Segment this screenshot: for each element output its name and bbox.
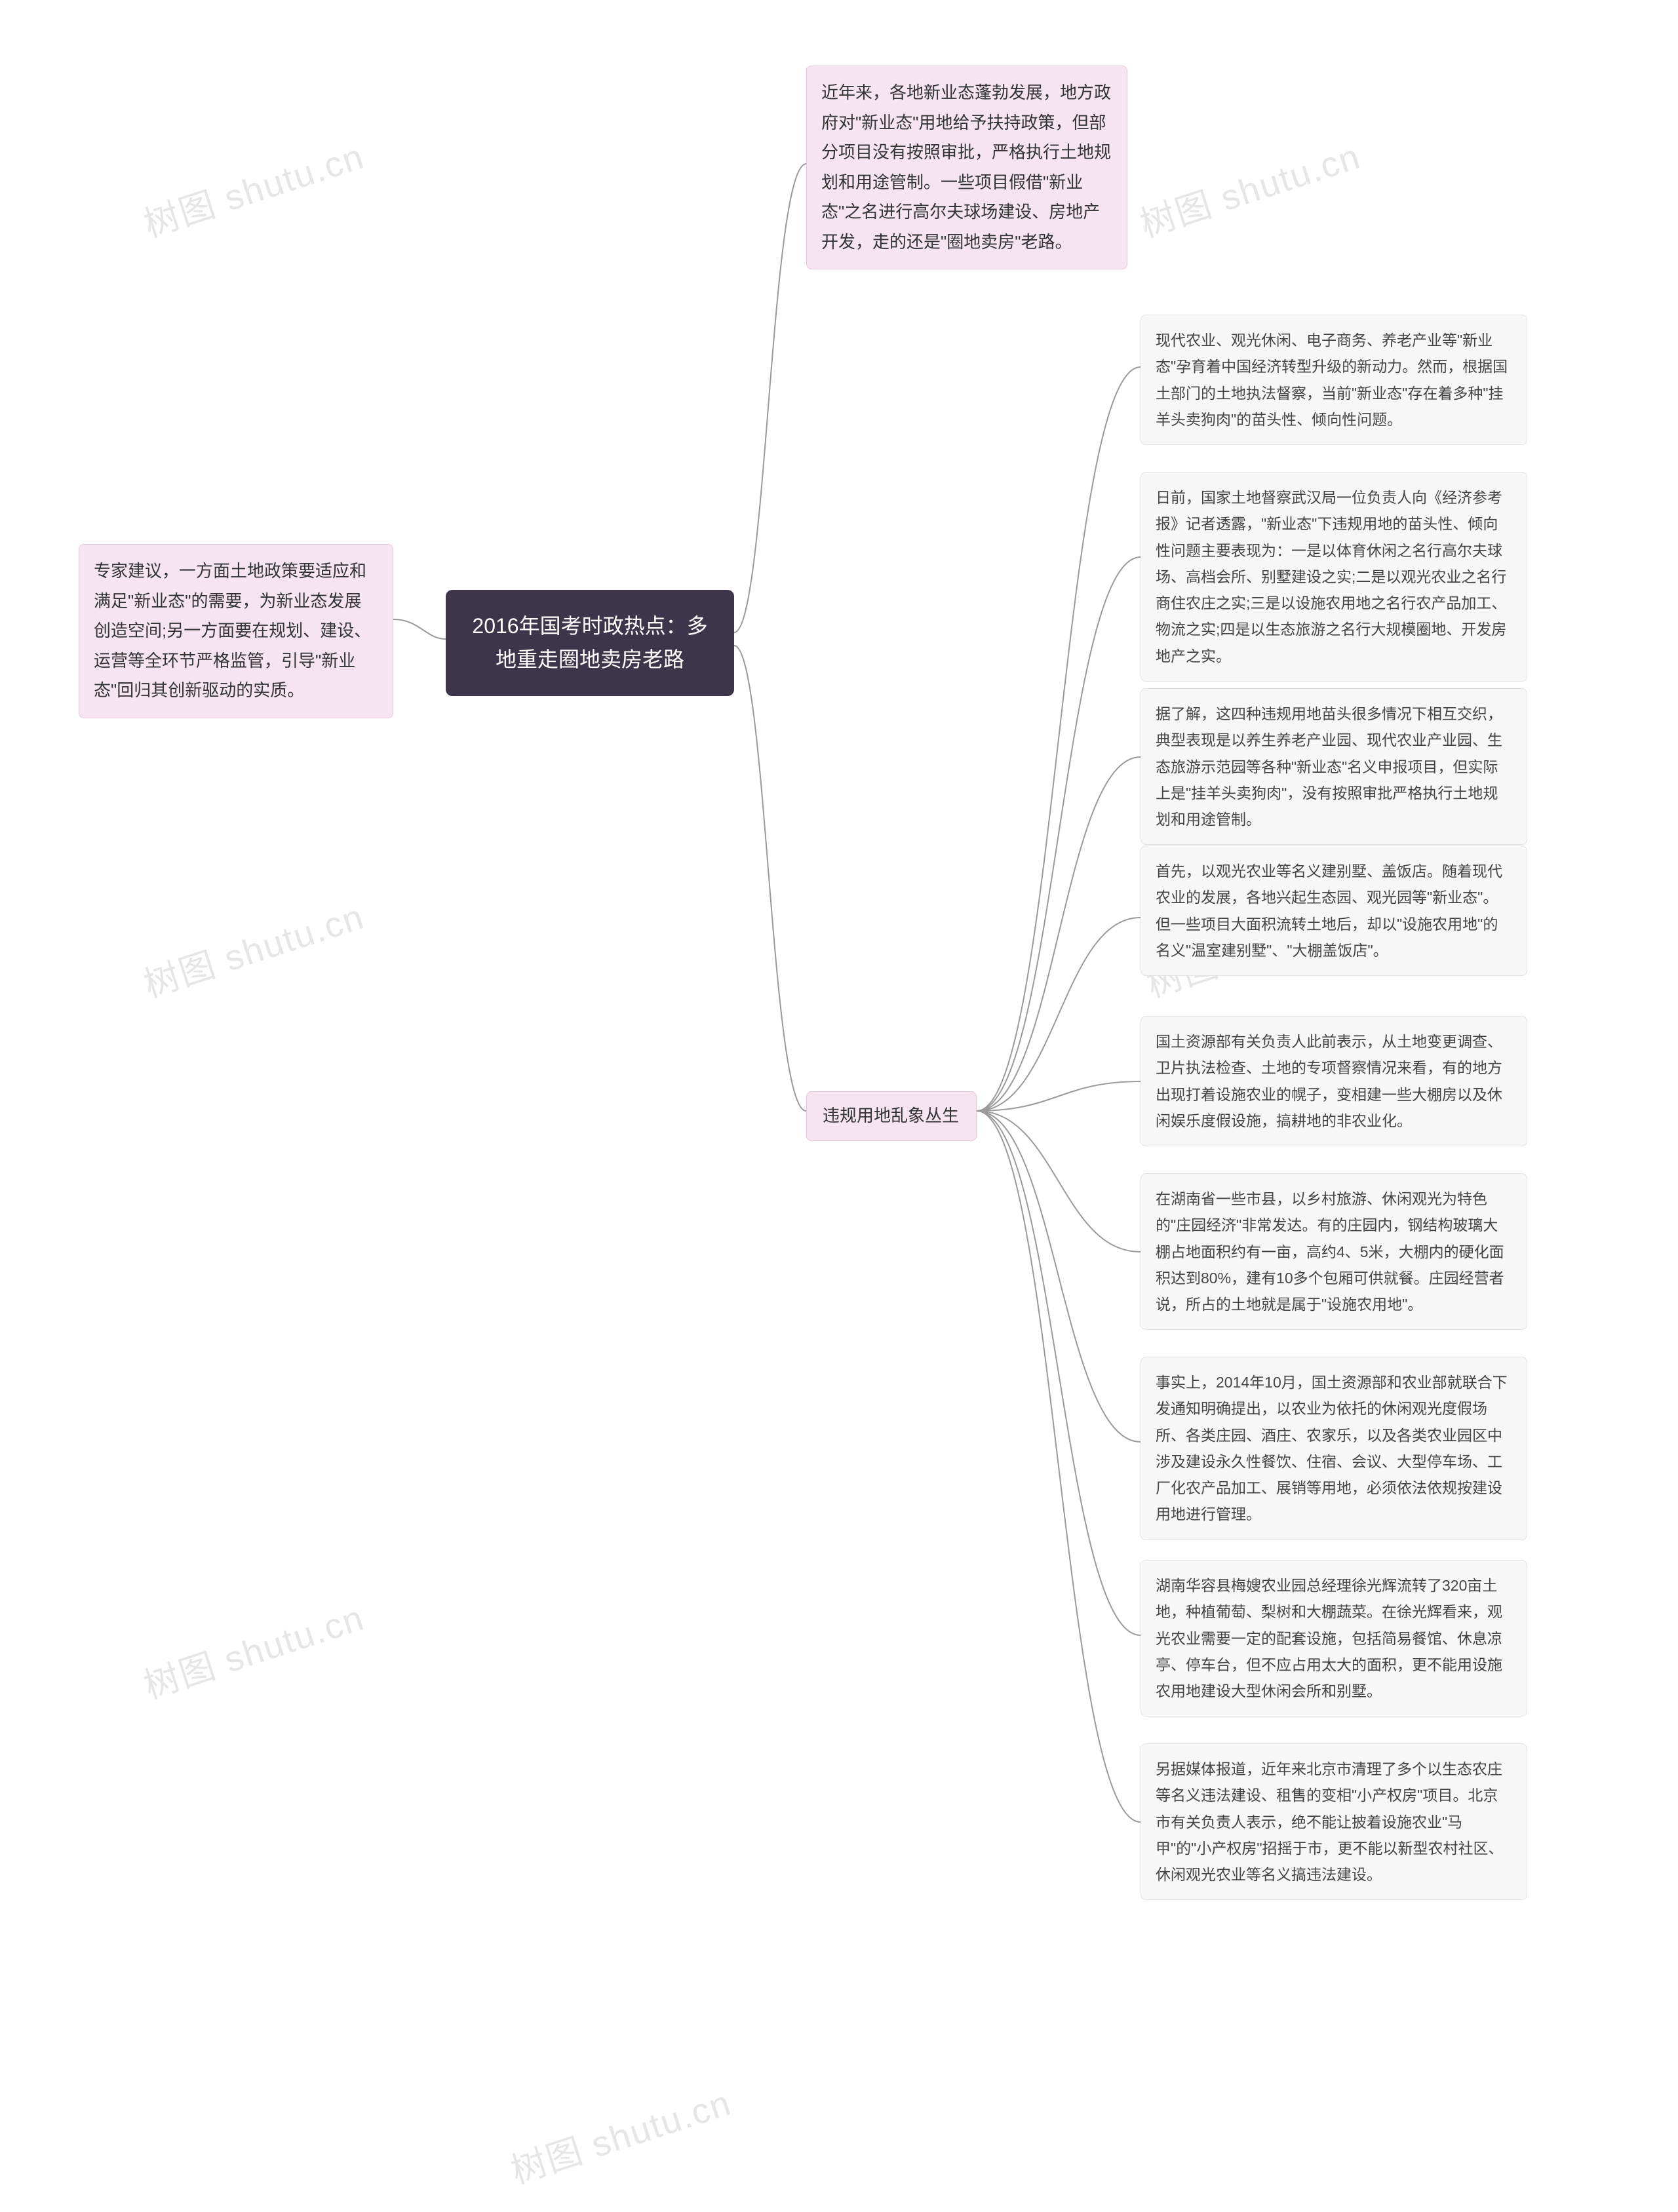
watermark: 树图 shutu.cn xyxy=(136,1589,370,1709)
watermark: 树图 shutu.cn xyxy=(1133,127,1366,247)
detail-node: 在湖南省一些市县，以乡村旅游、休闲观光为特色的"庄园经济"非常发达。有的庄园内，… xyxy=(1141,1173,1527,1330)
intro-text: 近年来，各地新业态蓬勃发展，地方政府对"新业态"用地给予扶持政策，但部分项目没有… xyxy=(821,83,1111,252)
detail-node: 日前，国家土地督察武汉局一位负责人向《经济参考报》记者透露，"新业态"下违规用地… xyxy=(1141,472,1527,682)
expert-suggestion-node: 专家建议，一方面土地政策要适应和满足"新业态"的需要，为新业态发展创造空间;另一… xyxy=(79,544,393,718)
detail-node: 事实上，2014年10月，国土资源部和农业部就联合下发通知明确提出，以农业为依托… xyxy=(1141,1357,1527,1540)
detail-text: 首先，以观光农业等名义建别墅、盖饭店。随着现代农业的发展，各地兴起生态园、观光园… xyxy=(1156,863,1502,959)
watermark: 树图 shutu.cn xyxy=(136,887,370,1007)
watermark: 树图 shutu.cn xyxy=(503,2074,737,2194)
detail-node: 国土资源部有关负责人此前表示，从土地变更调查、卫片执法检查、土地的专项督察情况来… xyxy=(1141,1016,1527,1146)
detail-text: 国土资源部有关负责人此前表示，从土地变更调查、卫片执法检查、土地的专项督察情况来… xyxy=(1156,1033,1502,1129)
detail-text: 湖南华容县梅嫂农业园总经理徐光辉流转了320亩土地，种植葡萄、梨树和大棚蔬菜。在… xyxy=(1156,1577,1502,1699)
watermark: 树图 shutu.cn xyxy=(136,127,370,247)
detail-text: 日前，国家土地督察武汉局一位负责人向《经济参考报》记者透露，"新业态"下违规用地… xyxy=(1156,489,1506,665)
detail-node: 现代农业、观光休闲、电子商务、养老产业等"新业态"孕育着中国经济转型升级的新动力… xyxy=(1141,315,1527,445)
detail-text: 现代农业、观光休闲、电子商务、养老产业等"新业态"孕育着中国经济转型升级的新动力… xyxy=(1156,332,1508,428)
detail-node: 湖南华容县梅嫂农业园总经理徐光辉流转了320亩土地，种植葡萄、梨树和大棚蔬菜。在… xyxy=(1141,1560,1527,1717)
detail-text: 事实上，2014年10月，国土资源部和农业部就联合下发通知明确提出，以农业为依托… xyxy=(1156,1374,1508,1523)
detail-node: 另据媒体报道，近年来北京市清理了多个以生态农庄等名义违法建设、租售的变相"小产权… xyxy=(1141,1743,1527,1900)
detail-node: 首先，以观光农业等名义建别墅、盖饭店。随着现代农业的发展，各地兴起生态园、观光园… xyxy=(1141,845,1527,976)
detail-text: 在湖南省一些市县，以乡村旅游、休闲观光为特色的"庄园经济"非常发达。有的庄园内，… xyxy=(1156,1190,1504,1313)
center-title-node: 2016年国考时政热点：多地重走圈地卖房老路 xyxy=(446,590,734,696)
expert-suggestion-text: 专家建议，一方面土地政策要适应和满足"新业态"的需要，为新业态发展创造空间;另一… xyxy=(94,561,371,700)
detail-node: 据了解，这四种违规用地苗头很多情况下相互交织，典型表现是以养生养老产业园、现代农… xyxy=(1141,688,1527,845)
detail-text: 另据媒体报道，近年来北京市清理了多个以生态农庄等名义违法建设、租售的变相"小产权… xyxy=(1156,1760,1504,1883)
detail-text: 据了解，这四种违规用地苗头很多情况下相互交织，典型表现是以养生养老产业园、现代农… xyxy=(1156,705,1502,828)
section-label-node: 违规用地乱象丛生 xyxy=(806,1091,977,1141)
intro-node: 近年来，各地新业态蓬勃发展，地方政府对"新业态"用地给予扶持政策，但部分项目没有… xyxy=(806,66,1127,269)
center-title-text: 2016年国考时政热点：多地重走圈地卖房老路 xyxy=(472,614,707,671)
section-label-text: 违规用地乱象丛生 xyxy=(823,1106,959,1125)
